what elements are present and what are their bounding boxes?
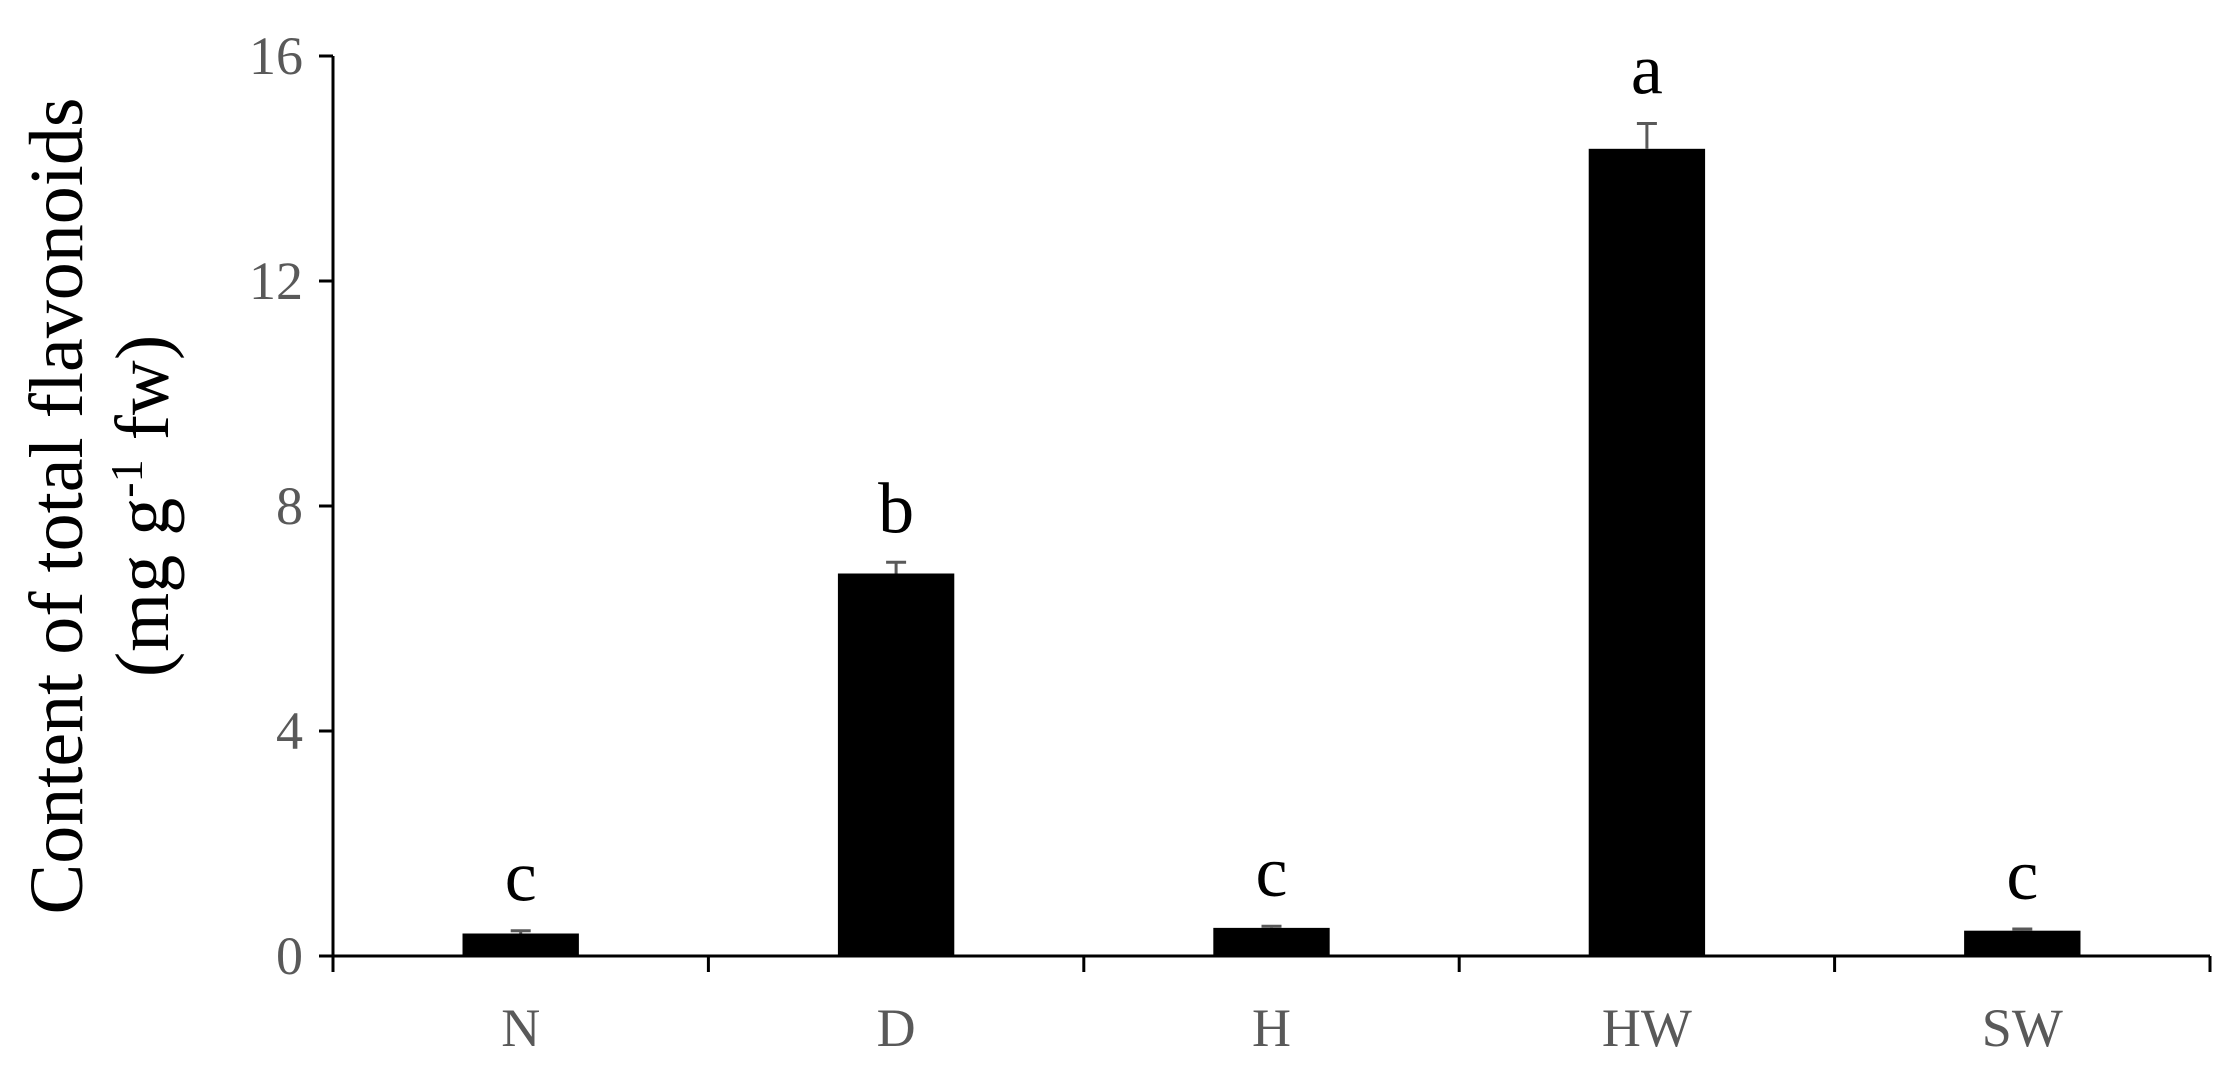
bar-h — [1213, 927, 1330, 956]
y-axis-title-unit-suffix: fw) — [101, 335, 185, 460]
x-tick-label-sw: SW — [1982, 998, 2063, 1058]
y-axis-title-line2: (mg g-1 fw) — [101, 335, 185, 677]
y-axis-title-line1: Content of total flavonoids — [15, 98, 99, 915]
y-axis-title-unit-prefix: (mg g — [101, 498, 185, 677]
x-tick-label-d: D — [877, 998, 916, 1058]
y-axis-title-unit-superscript: -1 — [101, 459, 152, 497]
x-tick-label-n: N — [501, 998, 540, 1058]
significance-letter-hw: a — [1631, 30, 1663, 110]
significance-letter-n: c — [505, 837, 537, 917]
bar-hw — [1588, 148, 1706, 956]
significance-letter-sw: c — [2006, 835, 2038, 915]
bar-n — [462, 933, 579, 956]
y-axis-title: Content of total flavonoids (mg g-1 fw) — [15, 98, 185, 915]
significance-letter-d: b — [878, 468, 914, 548]
y-tick-label: 12 — [249, 251, 303, 311]
significance-letter-h: c — [1256, 832, 1288, 912]
bar-sw — [1964, 930, 2081, 956]
x-tick-label-h: H — [1252, 998, 1291, 1058]
y-tick-label: 8 — [276, 476, 303, 536]
bar-d — [837, 573, 955, 956]
y-tick-label: 4 — [276, 701, 303, 761]
y-tick-label: 16 — [249, 26, 303, 86]
y-tick-label: 0 — [276, 926, 303, 986]
plot-area: 0 4 8 12 16 c Nb Dc Ha HW c SW — [249, 26, 2212, 1058]
x-tick-label-hw: HW — [1602, 998, 1692, 1058]
